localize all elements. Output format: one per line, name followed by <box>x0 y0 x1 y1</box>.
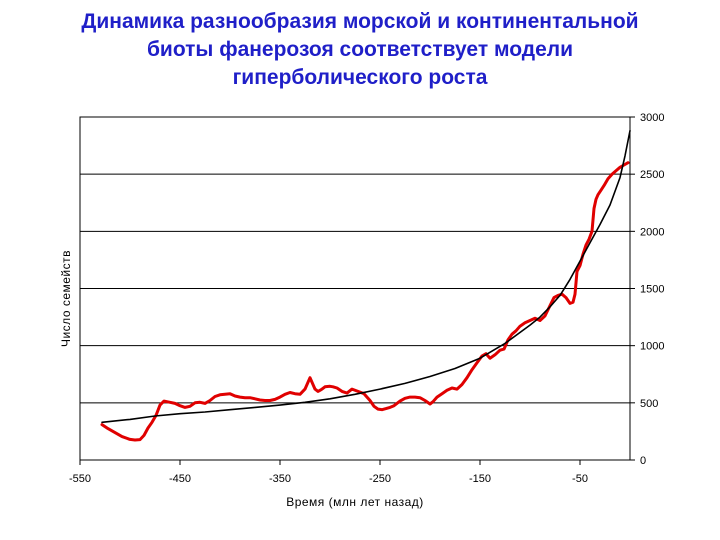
y-axis-label: Число семейств <box>59 250 73 347</box>
y-tick-label: 1500 <box>640 284 664 296</box>
chart-title-line-2: биоты фанерозоя соответствует модели <box>146 38 574 61</box>
chart-title-line-3: гиперболического роста <box>232 66 488 89</box>
x-axis: -550 -450 -350 -250 -150 -50 <box>69 460 588 485</box>
x-tick-label: -550 <box>69 473 91 485</box>
y-tick-label: 2500 <box>640 169 664 181</box>
y-tick-label: 1000 <box>640 341 664 353</box>
series-line-red <box>100 161 630 442</box>
y-tick-label: 3000 <box>640 112 664 124</box>
x-tick-label: -250 <box>369 473 391 485</box>
chart-title-line-1: Динамика разнообразия морской и континен… <box>81 10 639 33</box>
series-line-black <box>101 129 631 424</box>
x-axis-label: Время (млн лет назад) <box>286 495 424 509</box>
x-tick-label: -450 <box>169 473 191 485</box>
y-tick-label: 500 <box>640 398 658 410</box>
x-tick-label: -150 <box>469 473 491 485</box>
series-group <box>100 129 631 442</box>
y-tick-label: 0 <box>640 455 646 467</box>
y-tick-label: 2000 <box>640 226 664 238</box>
y-axis: 0 500 1000 1500 2000 2500 3000 <box>630 112 664 467</box>
chart-title: Динамика разнообразия морской и континен… <box>0 8 720 92</box>
grid-lines <box>80 173 630 404</box>
x-tick-label: -350 <box>269 473 291 485</box>
x-tick-label: -50 <box>572 473 588 485</box>
